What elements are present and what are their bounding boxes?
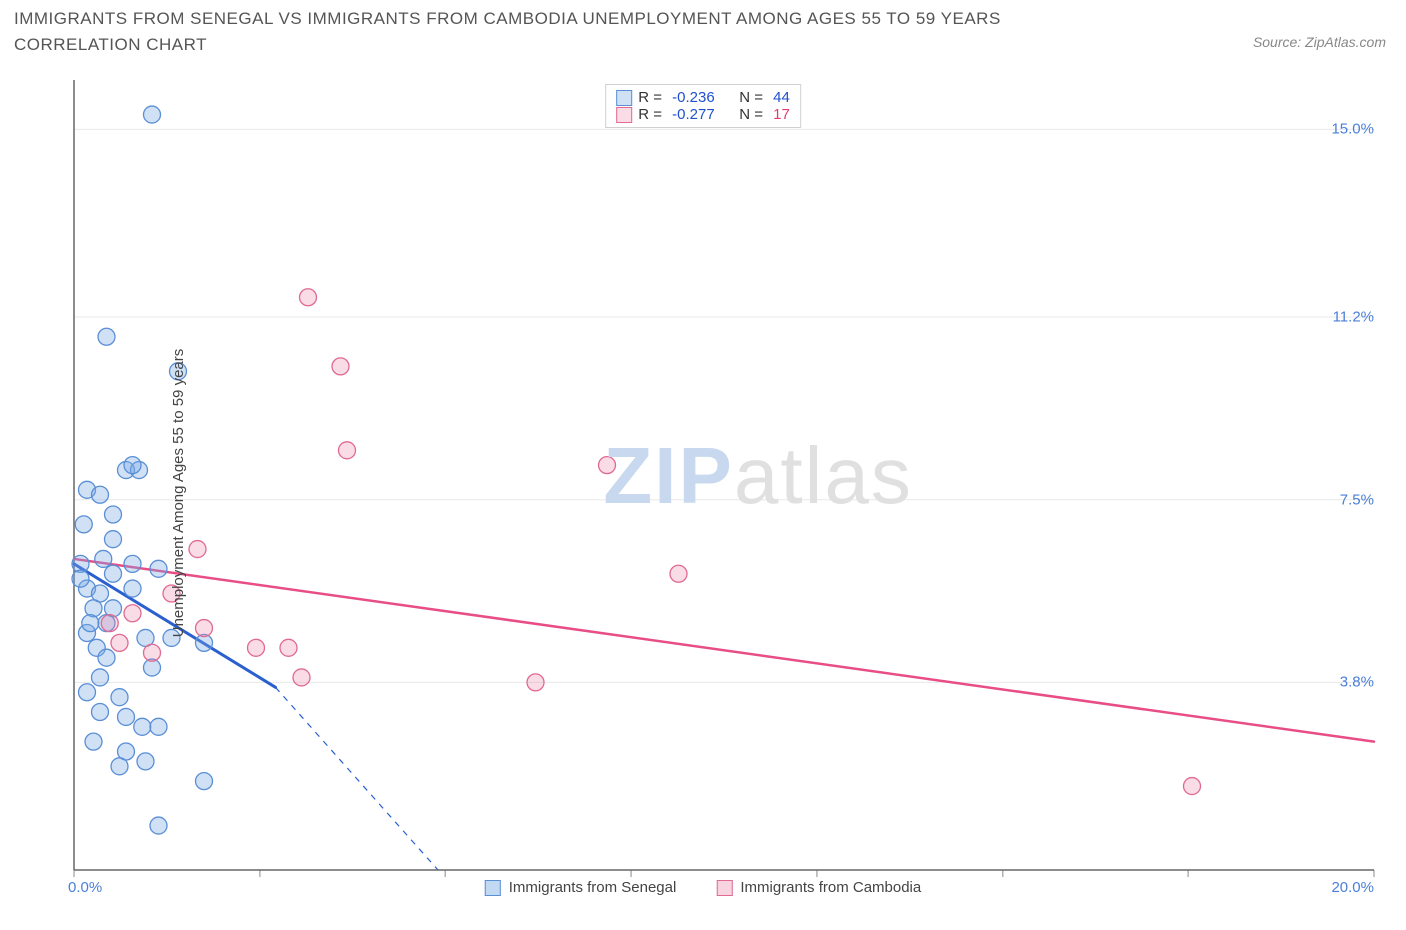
legend-swatch-senegal (485, 880, 501, 896)
bottom-legend-label: Immigrants from Cambodia (740, 879, 921, 896)
n-value-senegal: 44 (773, 89, 790, 106)
n-prefix: N = (739, 106, 767, 123)
source-attribution: Source: ZipAtlas.com (1253, 34, 1386, 50)
legend-swatch-senegal (616, 90, 632, 106)
y-tick-label: 15.0% (1331, 121, 1374, 138)
x-tick-label: 0.0% (68, 879, 102, 896)
n-value-cambodia: 17 (773, 106, 790, 123)
chart-header: IMMIGRANTS FROM SENEGAL VS IMMIGRANTS FR… (0, 0, 1406, 57)
x-tick-label: 20.0% (1331, 879, 1374, 896)
legend-swatch-cambodia (716, 880, 732, 896)
bottom-legend-item-senegal: Immigrants from Senegal (485, 879, 677, 896)
bottom-legend-item-cambodia: Immigrants from Cambodia (716, 879, 921, 896)
y-tick-label: 7.5% (1340, 491, 1374, 508)
scatter-plot-svg (14, 68, 1384, 910)
correlation-row-cambodia: R = -0.277 N = 17 (616, 106, 790, 123)
chart-area: Unemployment Among Ages 55 to 59 years Z… (14, 68, 1392, 918)
r-prefix: R = (638, 106, 666, 123)
chart-title: IMMIGRANTS FROM SENEGAL VS IMMIGRANTS FR… (14, 6, 1114, 57)
y-tick-label: 11.2% (1333, 309, 1374, 326)
legend-swatch-cambodia (616, 107, 632, 123)
correlation-legend: R = -0.236 N = 44 R = -0.277 N = 17 (605, 84, 801, 128)
correlation-row-senegal: R = -0.236 N = 44 (616, 89, 790, 106)
bottom-legend-label: Immigrants from Senegal (509, 879, 677, 896)
r-value-senegal: -0.236 (672, 89, 715, 106)
y-tick-label: 3.8% (1340, 674, 1374, 691)
r-prefix: R = (638, 89, 666, 106)
y-axis-title: Unemployment Among Ages 55 to 59 years (170, 349, 187, 638)
bottom-legend: Immigrants from Senegal Immigrants from … (485, 879, 921, 896)
n-prefix: N = (739, 89, 767, 106)
r-value-cambodia: -0.277 (672, 106, 715, 123)
